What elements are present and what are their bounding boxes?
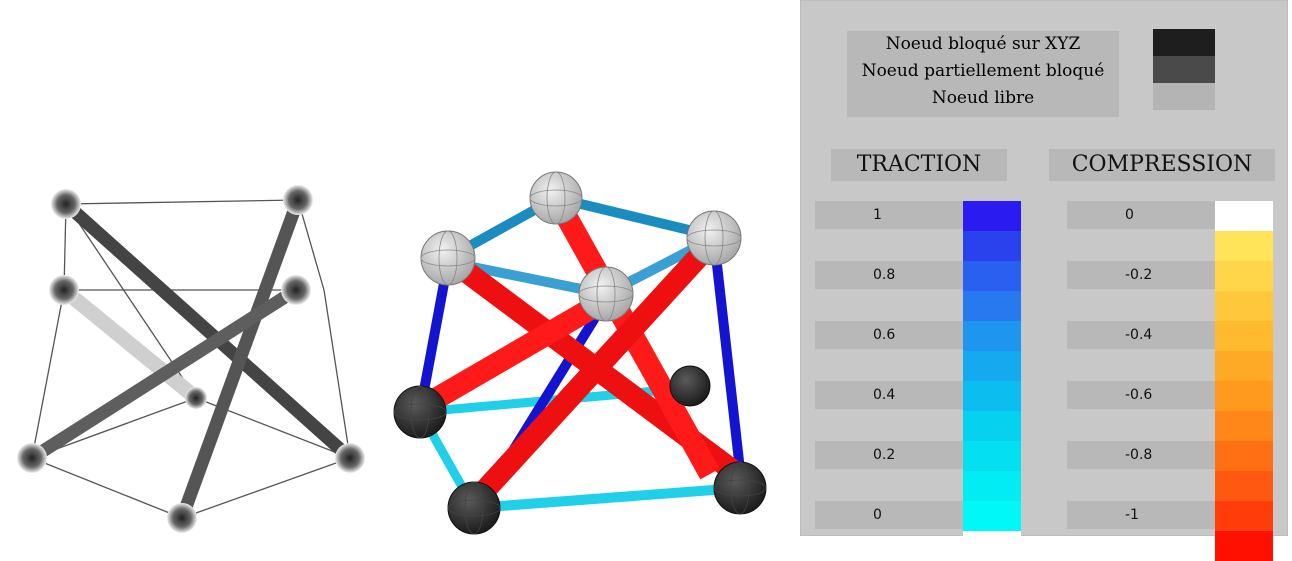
- cables-grayscale: [31, 199, 351, 519]
- legend-panel: Noeud bloqué sur XYZ Noeud partiellement…: [800, 0, 1288, 561]
- traction-color-cell: [963, 441, 1021, 471]
- compression-scale-label: -0.8: [1067, 441, 1215, 469]
- swatch-blocked: [1153, 29, 1215, 56]
- traction-color-cell: [963, 411, 1021, 441]
- traction-color-cell: [963, 501, 1021, 531]
- tensegrity-colored: [393, 171, 767, 535]
- traction-color-cell: [963, 351, 1021, 381]
- legend-label-partial: Noeud partiellement bloqué: [861, 61, 1105, 81]
- traction-color-cell: [963, 201, 1021, 231]
- compression-scale-label: 0: [1067, 201, 1215, 229]
- traction-scale-label: 0.6: [815, 321, 963, 349]
- bars-colored: [414, 192, 747, 508]
- compression-color-cell: [1215, 231, 1273, 261]
- swatch-free: [1153, 83, 1215, 110]
- compression-color-cell: [1215, 351, 1273, 381]
- nodes-grayscale: [17, 185, 365, 533]
- compression-color-cell: [1215, 381, 1273, 411]
- traction-color-cell: [963, 531, 1021, 561]
- nodes-colored: [393, 171, 767, 535]
- compression-scale-label: -0.6: [1067, 381, 1215, 409]
- node-legend-labels: Noeud bloqué sur XYZ Noeud partiellement…: [847, 31, 1119, 117]
- swatch-partial: [1153, 56, 1215, 83]
- traction-scale-label: 1: [815, 201, 963, 229]
- compression-color-cell: [1215, 201, 1273, 231]
- compression-color-cell: [1215, 441, 1273, 471]
- legend-label-blocked: Noeud bloqué sur XYZ: [885, 34, 1081, 54]
- traction-color-cell: [963, 471, 1021, 501]
- tensegrity-views: [17, 171, 767, 535]
- traction-color-cell: [963, 231, 1021, 261]
- traction-color-cell: [963, 321, 1021, 351]
- legend-label-free: Noeud libre: [931, 88, 1035, 108]
- traction-scale-label: 0: [815, 501, 963, 529]
- compression-scale-label: -1: [1067, 501, 1215, 529]
- compression-title: COMPRESSION: [1049, 149, 1275, 181]
- compression-color-cell: [1215, 471, 1273, 501]
- compression-color-cell: [1215, 531, 1273, 561]
- compression-color-cell: [1215, 411, 1273, 441]
- traction-scale-label: 0.4: [815, 381, 963, 409]
- traction-scale-label: 0.8: [815, 261, 963, 289]
- compression-color-cell: [1215, 501, 1273, 531]
- compression-color-cell: [1215, 261, 1273, 291]
- compression-scale-label: -0.2: [1067, 261, 1215, 289]
- tensegrity-grayscale: [17, 185, 365, 533]
- compression-color-cell: [1215, 291, 1273, 321]
- traction-color-cell: [963, 261, 1021, 291]
- traction-scale-label: 0.2: [815, 441, 963, 469]
- compression-color-cell: [1215, 321, 1273, 351]
- traction-title: TRACTION: [831, 149, 1007, 181]
- traction-color-cell: [963, 291, 1021, 321]
- compression-scale-label: -0.4: [1067, 321, 1215, 349]
- traction-color-cell: [963, 381, 1021, 411]
